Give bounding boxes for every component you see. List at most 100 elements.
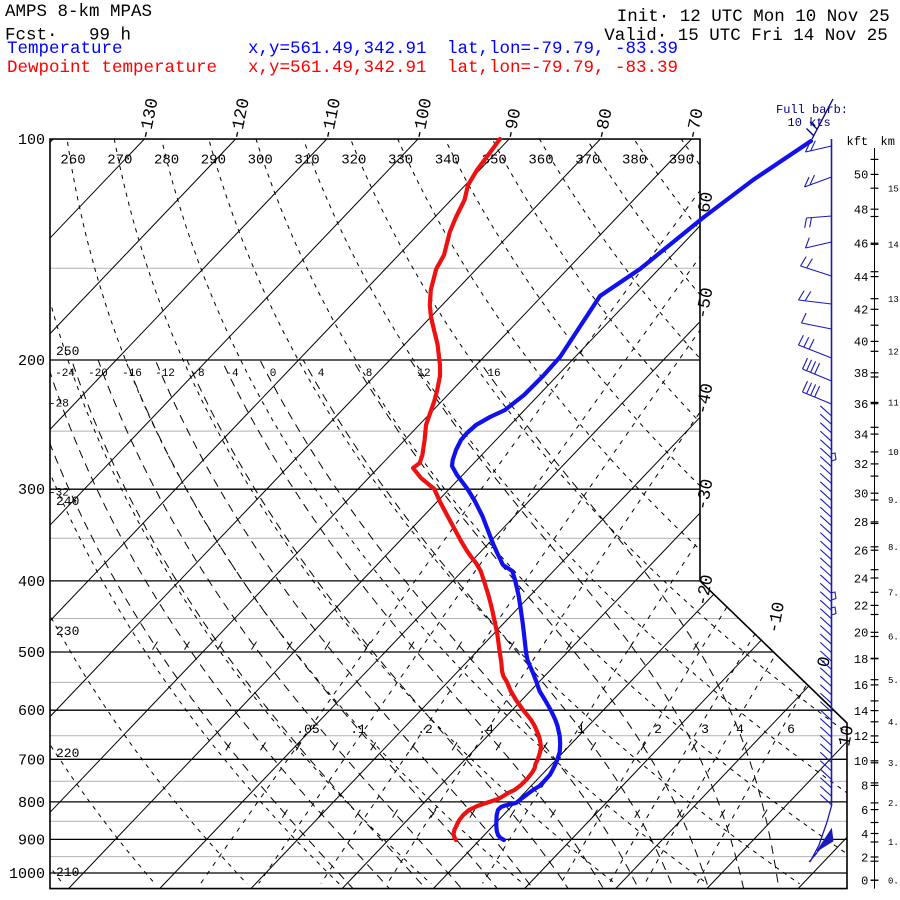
svg-text:4: 4 xyxy=(861,828,868,842)
svg-text:280: 280 xyxy=(154,153,179,169)
svg-text:12: 12 xyxy=(417,368,430,380)
svg-text:6.: 6. xyxy=(888,633,899,643)
svg-text:0: 0 xyxy=(270,368,277,380)
svg-text:AMPS 8-km MPAS: AMPS 8-km MPAS xyxy=(5,2,152,22)
svg-text:240: 240 xyxy=(56,494,79,509)
svg-text:370: 370 xyxy=(575,153,600,169)
svg-text:Full barb:: Full barb: xyxy=(776,103,848,117)
svg-text:2: 2 xyxy=(654,722,662,737)
svg-text:4: 4 xyxy=(736,722,744,737)
svg-text:46: 46 xyxy=(854,238,868,252)
svg-text:-20: -20 xyxy=(88,368,108,380)
svg-text:50: 50 xyxy=(854,169,868,183)
svg-text:38: 38 xyxy=(854,367,868,381)
svg-text:200: 200 xyxy=(18,353,45,370)
svg-text:0: 0 xyxy=(814,655,836,669)
svg-text:-24: -24 xyxy=(55,368,75,380)
svg-text:380: 380 xyxy=(622,153,647,169)
svg-text:8: 8 xyxy=(861,780,868,794)
svg-text:34: 34 xyxy=(854,428,868,442)
svg-text:99 h: 99 h xyxy=(89,26,131,46)
svg-text:500: 500 xyxy=(18,645,45,662)
svg-text:kft: kft xyxy=(847,135,869,149)
svg-text:20: 20 xyxy=(854,627,868,641)
svg-text:18: 18 xyxy=(854,653,868,667)
svg-text:x,y=561.49,342.91: x,y=561.49,342.91 xyxy=(248,39,427,59)
svg-text:16: 16 xyxy=(487,368,500,380)
svg-text:40: 40 xyxy=(854,336,868,350)
svg-text:-12: -12 xyxy=(155,368,175,380)
svg-text:800: 800 xyxy=(18,795,45,812)
svg-text:2.: 2. xyxy=(888,799,899,809)
svg-text:2: 2 xyxy=(861,851,868,865)
svg-text:1.: 1. xyxy=(888,838,899,848)
svg-text:-8: -8 xyxy=(191,368,204,380)
svg-text:10.: 10. xyxy=(888,448,900,458)
svg-text:.4: .4 xyxy=(478,722,494,737)
svg-text:3.: 3. xyxy=(888,759,899,769)
svg-text:22: 22 xyxy=(854,600,868,614)
svg-text:300: 300 xyxy=(18,482,45,499)
svg-text:600: 600 xyxy=(18,703,45,720)
svg-text:320: 320 xyxy=(341,153,366,169)
svg-text:300: 300 xyxy=(248,153,273,169)
svg-text:44: 44 xyxy=(854,271,868,285)
svg-text:100: 100 xyxy=(18,132,45,149)
svg-text:700: 700 xyxy=(18,752,45,769)
svg-text:Fcst·: Fcst· xyxy=(5,26,58,46)
svg-text:1: 1 xyxy=(577,722,585,737)
svg-text:.1: .1 xyxy=(350,722,366,737)
svg-text:4.: 4. xyxy=(888,718,899,728)
svg-text:8: 8 xyxy=(366,368,373,380)
svg-text:400: 400 xyxy=(18,574,45,591)
svg-text:900: 900 xyxy=(18,832,45,849)
svg-text:220: 220 xyxy=(56,746,79,761)
svg-text:16: 16 xyxy=(854,679,868,693)
svg-text:390: 390 xyxy=(669,153,694,169)
svg-text:4: 4 xyxy=(318,368,325,380)
svg-text:6: 6 xyxy=(861,804,868,818)
svg-text:lat,lon=-79.79, -83.39: lat,lon=-79.79, -83.39 xyxy=(447,39,678,59)
svg-text:Dewpoint temperature: Dewpoint temperature xyxy=(7,58,217,78)
svg-text:Init· 12 UTC Mon 10 Nov 25: Init· 12 UTC Mon 10 Nov 25 xyxy=(617,7,890,27)
svg-text:6: 6 xyxy=(787,722,795,737)
svg-text:14.: 14. xyxy=(888,241,900,251)
svg-text:36: 36 xyxy=(854,398,868,412)
svg-text:-32: -32 xyxy=(49,488,69,500)
svg-text:10 kts: 10 kts xyxy=(788,116,831,130)
svg-text:42: 42 xyxy=(854,304,868,318)
svg-text:10: 10 xyxy=(835,724,859,749)
svg-text:30: 30 xyxy=(854,488,868,502)
svg-text:250: 250 xyxy=(56,344,79,359)
svg-text:km: km xyxy=(881,135,895,149)
svg-text:5.: 5. xyxy=(888,676,899,686)
svg-text:Temperature: Temperature xyxy=(7,39,123,59)
svg-text:340: 340 xyxy=(435,153,460,169)
svg-text:Valid· 15 UTC Fri 14 Nov 25: Valid· 15 UTC Fri 14 Nov 25 xyxy=(604,26,888,46)
svg-text:12.: 12. xyxy=(888,348,900,358)
svg-text:360: 360 xyxy=(528,153,553,169)
svg-text:9.: 9. xyxy=(888,496,899,506)
svg-text:270: 270 xyxy=(107,153,132,169)
svg-text:15.: 15. xyxy=(888,184,900,194)
svg-text:310: 310 xyxy=(294,153,319,169)
svg-text:-28: -28 xyxy=(49,399,69,411)
svg-text:260: 260 xyxy=(60,153,85,169)
svg-text:12: 12 xyxy=(854,730,868,744)
svg-text:lat,lon=-79.79, -83.39: lat,lon=-79.79, -83.39 xyxy=(447,58,678,78)
svg-text:290: 290 xyxy=(201,153,226,169)
svg-text:1000: 1000 xyxy=(9,866,45,883)
svg-text:-16: -16 xyxy=(122,368,142,380)
svg-text:.05: .05 xyxy=(296,722,319,737)
svg-text:14: 14 xyxy=(854,705,868,719)
svg-text:210: 210 xyxy=(56,865,79,880)
svg-text:330: 330 xyxy=(388,153,413,169)
svg-text:8.: 8. xyxy=(888,543,899,553)
svg-text:230: 230 xyxy=(56,624,79,639)
svg-text:13.: 13. xyxy=(888,295,900,305)
svg-text:10: 10 xyxy=(854,755,868,769)
svg-text:0: 0 xyxy=(861,875,868,889)
svg-text:3: 3 xyxy=(701,722,709,737)
svg-text:7.: 7. xyxy=(888,589,899,599)
svg-text:26: 26 xyxy=(854,545,868,559)
